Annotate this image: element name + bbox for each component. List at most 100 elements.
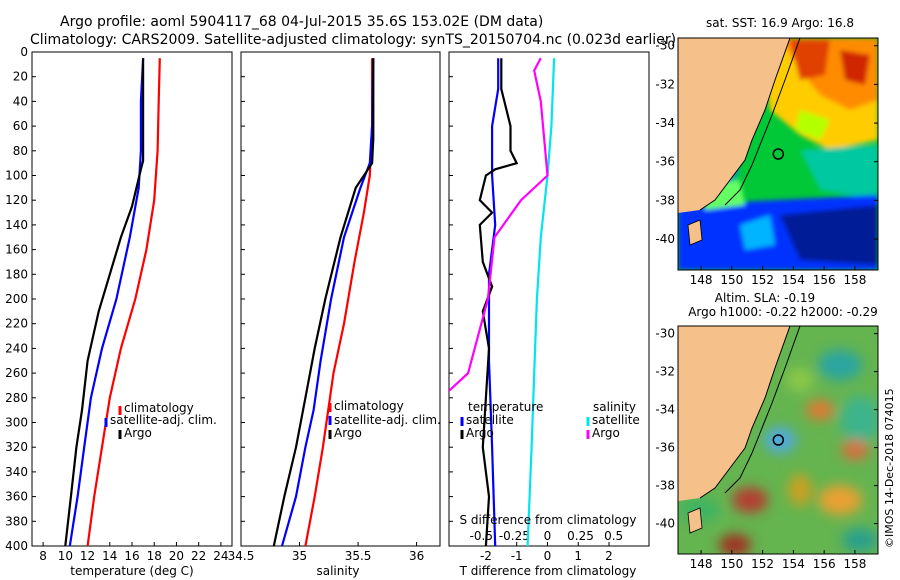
map-lon-label: 152 <box>751 557 774 571</box>
sla-map-ticks: 148 150 152 154 156 158 -30 -32 -34 -36 -38 -40 <box>655 327 878 571</box>
depth-tick-label: 160 <box>5 243 28 257</box>
sst-map-field <box>678 38 878 270</box>
depth-tick-label: 360 <box>5 490 28 504</box>
sst-land <box>678 38 790 213</box>
map-lon-label: 150 <box>720 273 743 287</box>
depth-tick-label: 20 <box>13 70 28 84</box>
map-lon-label: 152 <box>751 273 774 287</box>
depth-tick-label: 340 <box>5 465 28 479</box>
depth-tick-label: 320 <box>5 440 28 454</box>
sla-map-title-line1: Altim. SLA: -0.19 <box>715 291 815 305</box>
map-lat-label: -34 <box>655 403 675 417</box>
temperature-xlabel: temperature (deg C) <box>70 564 193 578</box>
s-difference-xlabel: S difference from climatology <box>460 513 637 527</box>
sst-island <box>687 219 703 246</box>
sla-map-field <box>678 326 878 554</box>
map-lat-label: -36 <box>655 441 675 455</box>
temperature-lines <box>64 58 161 546</box>
map-lon-label: 154 <box>782 557 805 571</box>
sst-map: sat. SST: 16.9 Argo: 16.8 14 <box>655 16 879 287</box>
map-lat-label: -32 <box>655 365 675 379</box>
t-difference-xlabel: T difference from climatology <box>459 564 637 578</box>
depth-tick-label: 240 <box>5 341 28 355</box>
map-lat-label: -30 <box>655 327 675 341</box>
sla-float-marker <box>772 434 785 446</box>
sla-island <box>687 507 703 534</box>
x-tick-label: 24 <box>213 549 228 563</box>
series-line-salinity-satellite <box>526 58 556 546</box>
sla-isobath <box>724 326 801 494</box>
series-line-temperature-argo <box>478 58 519 546</box>
sst-isobath <box>724 38 801 206</box>
x-tick-label: 20 <box>169 549 184 563</box>
difference-axes-frame <box>448 51 650 547</box>
sst-map-title: sat. SST: 16.9 Argo: 16.8 <box>706 16 854 30</box>
depth-tick-label: 400 <box>5 539 28 553</box>
depth-tick-label: 0 <box>20 45 28 59</box>
sla-map-title-line2: Argo h1000: -0.22 h2000: -0.29 <box>688 305 878 319</box>
legend-climatology-label: climatology <box>334 399 404 413</box>
map-lon-label: 158 <box>843 273 866 287</box>
legend-temperature-title: temperature <box>468 400 543 414</box>
x-tick-label: 12 <box>80 549 95 563</box>
x-tick-label: 36 <box>409 549 424 563</box>
sla-coastline <box>699 326 791 499</box>
depth-axis-ticks: 0 20 40 60 80 100 120 140 160 180 200 220 240 260 280 3… <box>5 45 453 553</box>
salinity-lines <box>272 58 375 546</box>
s-difference-axis-ticks: -0.5 -0.25 0 0.25 0.5 <box>470 529 624 543</box>
depth-tick-label: 260 <box>5 366 28 380</box>
depth-tick-label: 140 <box>5 218 28 232</box>
x-tick-label: 18 <box>147 549 162 563</box>
salinity-panel: 34.5 35 35.5 36 salinity climatology satell… <box>228 51 441 578</box>
series-line-satellite-adj-clim- <box>280 58 375 546</box>
legend-s-satellite-label: satellite <box>592 413 640 427</box>
map-lon-label: 154 <box>782 273 805 287</box>
depth-tick-label: 80 <box>13 144 28 158</box>
depth-tick-label: 100 <box>5 169 28 183</box>
figure-title-line1: Argo profile: aoml 5904117_68 04-Jul-201… <box>60 14 543 30</box>
x-tick-label: 14 <box>102 549 117 563</box>
credit-text: ©IMOS 14-Dec-2018 074015 <box>883 388 896 548</box>
temperature-axis-ticks: 8 10 12 14 16 18 20 22 24 <box>39 542 229 563</box>
series-line-salinity-argo <box>449 57 549 393</box>
map-lat-label: -36 <box>655 155 675 169</box>
legend-t-satellite-label: satellite <box>466 413 514 427</box>
map-lat-label: -30 <box>655 39 675 53</box>
sla-map-frame <box>677 325 879 555</box>
sst-map-frame <box>677 37 879 271</box>
map-lon-label: 156 <box>813 273 836 287</box>
sst-coastline <box>699 38 791 211</box>
x-tick-label: 35.5 <box>345 549 372 563</box>
x-tick-label: -1 <box>511 549 523 563</box>
x-tick-label: 8 <box>39 549 47 563</box>
legend-climatology-label: climatology <box>124 401 194 415</box>
sla-map: Altim. SLA: -0.19 Argo h1000: -0.22 h200… <box>655 291 879 571</box>
t-difference-axis-ticks: -2 -1 0 1 2 <box>480 542 613 563</box>
depth-tick-label: 220 <box>5 317 28 331</box>
depth-tick-label: 60 <box>13 119 28 133</box>
series-line-argo <box>64 58 145 546</box>
series-line-temperature-satellite <box>487 58 500 546</box>
depth-tick-label: 380 <box>5 514 28 528</box>
map-lat-label: -38 <box>655 479 675 493</box>
x-tick-label: 34.5 <box>228 549 255 563</box>
series-line-argo <box>272 58 375 546</box>
legend-argo-label: Argo <box>124 426 152 440</box>
legend-satellite-label: satellite-adj. clim. <box>334 413 441 427</box>
map-lat-label: -32 <box>655 77 675 91</box>
map-lat-label: -40 <box>655 517 675 531</box>
map-lat-label: -38 <box>655 193 675 207</box>
salinity-xlabel: salinity <box>316 564 359 578</box>
depth-tick-label: 120 <box>5 193 28 207</box>
map-lat-label: -40 <box>655 232 675 246</box>
x-tick-label: -2 <box>480 549 492 563</box>
legend-s-argo-label: Argo <box>592 426 620 440</box>
difference-panel: -2 -1 0 1 2 -0.5 -0.25 0 0.25 0.5 T difference f… <box>448 51 650 578</box>
depth-tick-label: 300 <box>5 416 28 430</box>
map-lon-label: 148 <box>690 273 713 287</box>
series-line-climatology <box>86 58 161 546</box>
x-tick-label: 10 <box>58 549 73 563</box>
x-tick-label: 22 <box>191 549 206 563</box>
depth-tick-label: 200 <box>5 292 28 306</box>
map-lon-label: 156 <box>813 557 836 571</box>
